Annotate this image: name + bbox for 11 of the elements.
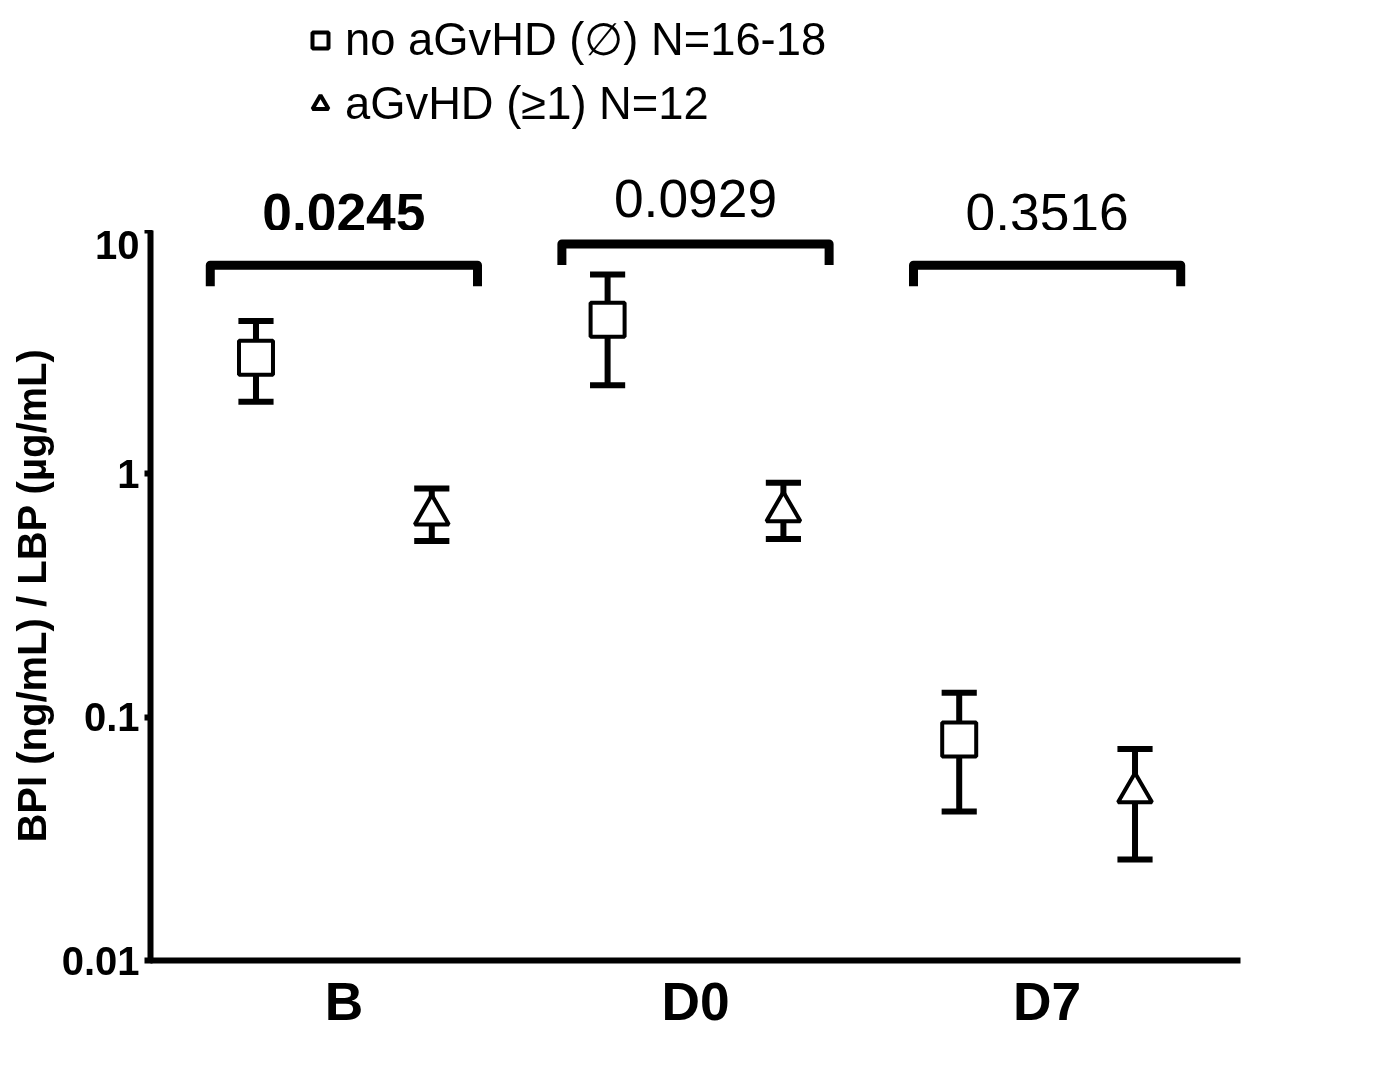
x-tick-label: B bbox=[324, 971, 364, 1031]
y-tick-label: 0.01 bbox=[61, 938, 140, 983]
y-tick-label: 1 bbox=[117, 451, 140, 496]
y-tick-label: 10 bbox=[95, 222, 140, 267]
x-tick-label: D7 bbox=[1013, 971, 1082, 1031]
legend-label: no aGvHD (∅) N=16-18 bbox=[345, 13, 827, 66]
legend-label: aGvHD (≥1) N=12 bbox=[345, 78, 709, 130]
y-tick-label: 0.1 bbox=[83, 695, 140, 740]
x-tick-label: D0 bbox=[661, 971, 730, 1031]
text: 0.0929 bbox=[613, 168, 778, 228]
y-axis-title: BPI (ng/mL) / LBP (µg/mL) bbox=[9, 349, 54, 843]
